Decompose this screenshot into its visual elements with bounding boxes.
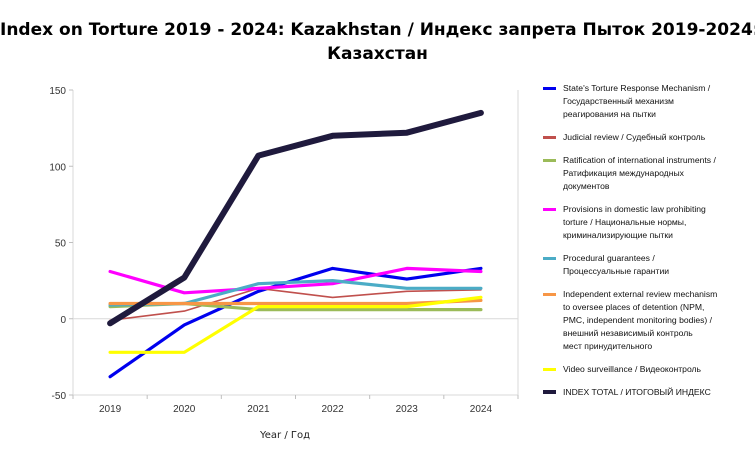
x-tick-label: 2019 bbox=[99, 404, 122, 415]
series-lines bbox=[107, 109, 484, 379]
y-tick-label: 50 bbox=[55, 239, 67, 250]
legend-label-line: State's Torture Response Mechanism / bbox=[563, 83, 711, 93]
legend-label-line: Ratification of international instrument… bbox=[563, 155, 716, 165]
legend-label: INDEX TOTAL / ИТОГОВЫЙ ИНДЕКС bbox=[563, 386, 751, 399]
y-tick-label: 150 bbox=[49, 86, 66, 97]
legend-swatch bbox=[543, 257, 556, 260]
legend-swatch bbox=[543, 390, 556, 394]
legend-label: State's Torture Response Mechanism / Госу… bbox=[563, 82, 751, 121]
legend-label-line: Процессуальные гарантии bbox=[563, 266, 670, 276]
series-line-8 bbox=[107, 109, 484, 327]
series-line-6 bbox=[108, 298, 483, 306]
y-tick-label: 0 bbox=[60, 315, 66, 326]
chart-title-line-2: Казахстан bbox=[327, 44, 428, 64]
legend-swatch bbox=[543, 293, 556, 296]
series-line-1 bbox=[108, 266, 483, 379]
legend-label-line: реагирования на пытки bbox=[563, 109, 656, 119]
legend-label-line: INDEX TOTAL / ИТОГОВЫЙ ИНДЕКС bbox=[563, 387, 711, 397]
series-line-2 bbox=[109, 287, 482, 322]
legend-label: Video surveillance / Видеоконтроль bbox=[563, 363, 751, 376]
legend-label-line: torture / Национальные нормы, bbox=[563, 217, 687, 227]
legend-label-line: Judicial review / Судебный контроль bbox=[563, 132, 706, 142]
x-tick-label: 2024 bbox=[470, 404, 493, 415]
legend-label: Ratification of international instrument… bbox=[563, 154, 751, 193]
x-tick-label: 2022 bbox=[321, 404, 344, 415]
legend-swatch bbox=[543, 87, 556, 90]
legend-swatch bbox=[543, 159, 556, 162]
legend-label: Independent external review mechanism to … bbox=[563, 288, 751, 353]
legend-swatch bbox=[543, 136, 556, 139]
x-tick-label: 2021 bbox=[247, 404, 270, 415]
legend-swatch bbox=[543, 368, 556, 371]
legend-label-line: документов bbox=[563, 181, 610, 191]
legend-label: Procedural guarantees / Процессуальные га… bbox=[563, 252, 751, 278]
legend-label-line: to oversee places of detention (NPM, bbox=[563, 302, 705, 312]
legend-label-line: Procedural guarantees / bbox=[563, 253, 655, 263]
x-tick-label: 2023 bbox=[396, 404, 419, 415]
legend-label-line: мест принудительного bbox=[563, 341, 653, 351]
chart-title-line-1: Index on Torture 2019 - 2024: Kazakhstan… bbox=[0, 20, 755, 40]
chart-axes: -50 0 50 100 150 2019 2020 2021 2022 2023 2024 bbox=[49, 86, 519, 415]
legend-label-line: PMC, independent monitoring bodies) / bbox=[563, 315, 713, 325]
legend-label-line: Ратификация международных bbox=[563, 168, 684, 178]
y-tick-label: -50 bbox=[52, 391, 67, 402]
x-axis-label: Year / Год bbox=[259, 430, 311, 441]
legend-label-line: Государственный механизм bbox=[563, 96, 674, 106]
x-tick-label: 2020 bbox=[173, 404, 196, 415]
series-line-7 bbox=[108, 295, 483, 354]
legend-label-line: Independent external review mechanism bbox=[563, 289, 718, 299]
chart-title: Index on Torture 2019 - 2024: Kazakhstan… bbox=[0, 18, 755, 66]
legend-label: Provisions in domestic law prohibiting to… bbox=[563, 203, 751, 242]
series-line-4 bbox=[108, 266, 483, 295]
legend-label-line: Video surveillance / Видеоконтроль bbox=[563, 364, 702, 374]
legend-label-line: криминализирующие пытки bbox=[563, 230, 673, 240]
y-tick-label: 100 bbox=[49, 162, 66, 173]
legend-label: Judicial review / Судебный контроль bbox=[563, 131, 751, 144]
legend-label-line: внешний независимый контроль bbox=[563, 328, 693, 338]
legend-swatch bbox=[543, 208, 556, 211]
legend-label-line: Provisions in domestic law prohibiting bbox=[563, 204, 706, 214]
